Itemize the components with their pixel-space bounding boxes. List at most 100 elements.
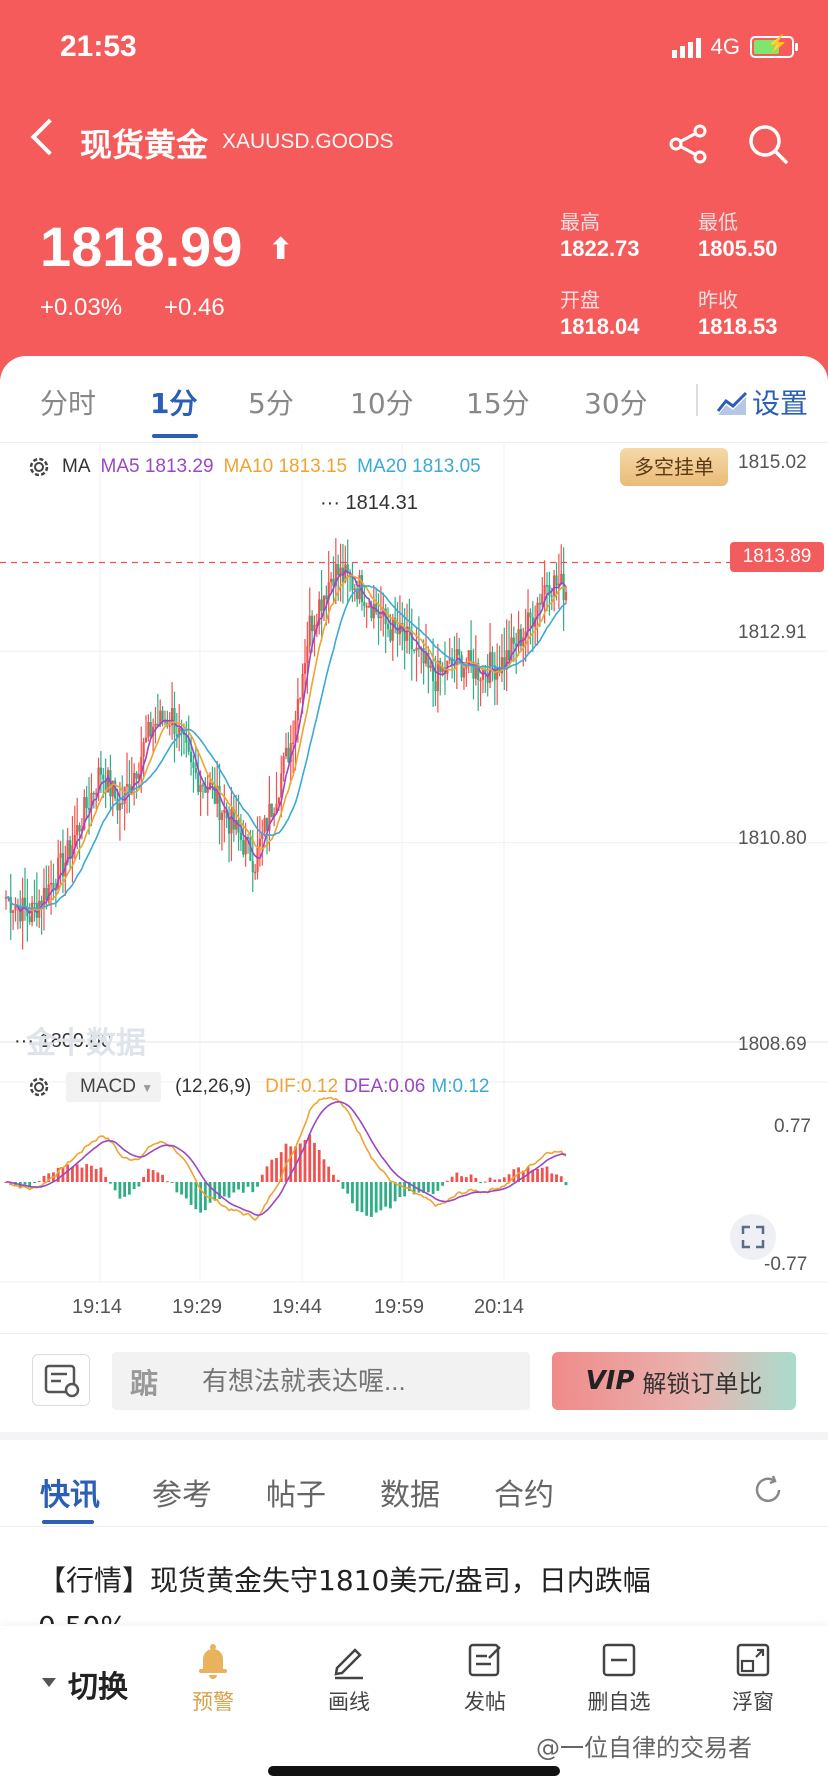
candle-body xyxy=(175,734,178,737)
news-headline[interactable]: 【行情】现货黄金失守1810美元/盎司，日内跌幅0.50% xyxy=(38,1564,651,1624)
tab-reference[interactable]: 参考 xyxy=(152,1478,212,1513)
candle-body xyxy=(363,602,366,607)
tab-data[interactable]: 数据 xyxy=(380,1478,440,1513)
long-short-order-button[interactable]: 多空挂单 xyxy=(620,448,728,486)
candle-body xyxy=(467,650,470,666)
macd-bar xyxy=(33,1182,36,1183)
candle-body xyxy=(166,721,169,726)
candle-body xyxy=(408,626,411,631)
notes-icon xyxy=(44,1364,80,1398)
macd-bar xyxy=(550,1173,554,1182)
chart-settings-button[interactable]: 设置 xyxy=(716,382,808,422)
candle-body xyxy=(550,595,553,598)
post-label: 发帖 xyxy=(464,1690,506,1714)
back-icon[interactable] xyxy=(30,118,68,156)
candle-body xyxy=(57,857,60,890)
candle-body xyxy=(280,773,283,798)
gear-icon[interactable] xyxy=(26,1074,52,1100)
candle-body xyxy=(332,578,335,587)
candle-body xyxy=(372,603,375,619)
notes-button[interactable] xyxy=(32,1354,90,1406)
candle-body xyxy=(413,649,416,651)
chart-card xyxy=(0,356,828,1336)
macd-bar xyxy=(275,1158,278,1182)
macd-bar xyxy=(308,1134,312,1182)
macd-bar xyxy=(156,1172,160,1182)
macd-bar xyxy=(498,1179,501,1182)
refresh-icon[interactable] xyxy=(752,1474,784,1506)
tab-timeshare[interactable]: 分时 xyxy=(40,387,97,420)
macd-bar xyxy=(28,1182,32,1188)
alert-button[interactable]: 预警 xyxy=(168,1640,258,1716)
macd-bar xyxy=(161,1174,165,1182)
remove-watchlist-button[interactable]: 删自选 xyxy=(574,1640,664,1716)
macd-bar xyxy=(208,1182,212,1203)
candle-body xyxy=(299,697,302,700)
candle-body xyxy=(379,616,383,619)
tab-15min[interactable]: 15分 xyxy=(466,387,530,420)
bottom-action-bar: 切换 预警 画线 发帖 删自选 xyxy=(0,1626,828,1792)
candle-body xyxy=(284,747,288,757)
candle-body xyxy=(417,647,420,650)
candle-body xyxy=(95,793,98,795)
kline-chart-area[interactable] xyxy=(0,442,828,1334)
macd-bar xyxy=(256,1182,259,1187)
macd-bar xyxy=(180,1182,183,1195)
stat-low-label: 最低 xyxy=(698,210,738,234)
candle-body xyxy=(458,649,461,656)
comment-row: 踮 VIP 解锁订单比 xyxy=(0,1334,828,1432)
tab-5min[interactable]: 5分 xyxy=(248,387,294,420)
kline-chart[interactable] xyxy=(0,442,828,1334)
candle-body xyxy=(33,902,36,905)
tab-contract[interactable]: 合约 xyxy=(494,1478,554,1513)
tab-30min[interactable]: 30分 xyxy=(584,387,648,420)
tab-posts[interactable]: 帖子 xyxy=(266,1478,326,1513)
high-marker: ··· 1814.31 xyxy=(320,492,418,514)
candle-body xyxy=(242,840,245,855)
fullscreen-button[interactable] xyxy=(730,1214,776,1260)
chart-settings-label: 设置 xyxy=(752,387,809,420)
candle-body xyxy=(365,605,368,608)
unlock-order-ratio-button[interactable]: VIP 解锁订单比 xyxy=(552,1352,796,1410)
macd-bar xyxy=(360,1182,364,1213)
candle-body xyxy=(268,803,271,831)
divider xyxy=(0,1526,828,1527)
candle-body xyxy=(488,652,492,683)
price-up-icon: ⬆ xyxy=(268,232,294,267)
switch-button[interactable]: 切换 xyxy=(68,1670,128,1705)
draw-line-button[interactable]: 画线 xyxy=(304,1640,394,1716)
macd-bar xyxy=(431,1182,435,1195)
gear-icon[interactable] xyxy=(26,454,52,480)
candle-body xyxy=(118,803,121,811)
macd-bar xyxy=(403,1182,407,1197)
stat-prev-close-label: 昨收 xyxy=(698,288,738,312)
status-time: 21:53 xyxy=(60,30,137,63)
dif-line xyxy=(5,1096,567,1222)
ma10-line xyxy=(5,574,567,912)
caret-down-icon xyxy=(42,1678,56,1687)
comment-input[interactable] xyxy=(112,1352,530,1410)
tab-1min[interactable]: 1分 xyxy=(150,387,198,420)
ma-label: MA xyxy=(62,456,91,477)
remove-watchlist-label: 删自选 xyxy=(587,1690,651,1714)
candle-body xyxy=(102,774,105,780)
share-icon[interactable] xyxy=(666,122,710,166)
tab-10min[interactable]: 10分 xyxy=(350,387,414,420)
macd-bar xyxy=(75,1164,79,1182)
tab-flash-news[interactable]: 快讯 xyxy=(40,1478,100,1513)
candle-body xyxy=(311,615,314,632)
macd-bar xyxy=(99,1167,103,1182)
search-icon[interactable] xyxy=(746,122,790,166)
floating-window-button[interactable]: 浮窗 xyxy=(708,1640,798,1716)
macd-bar xyxy=(165,1181,169,1183)
float-window-icon xyxy=(736,1643,770,1677)
signal-icon xyxy=(671,36,701,58)
macd-bar xyxy=(56,1167,60,1182)
candle-body xyxy=(531,617,534,627)
indicator-select[interactable]: MACD ▼ xyxy=(66,1072,162,1102)
candle-body xyxy=(491,652,494,666)
alert-label: 预警 xyxy=(192,1690,234,1714)
post-button[interactable]: 发帖 xyxy=(440,1640,530,1716)
candle-body xyxy=(292,742,295,744)
candle-body xyxy=(377,612,380,619)
